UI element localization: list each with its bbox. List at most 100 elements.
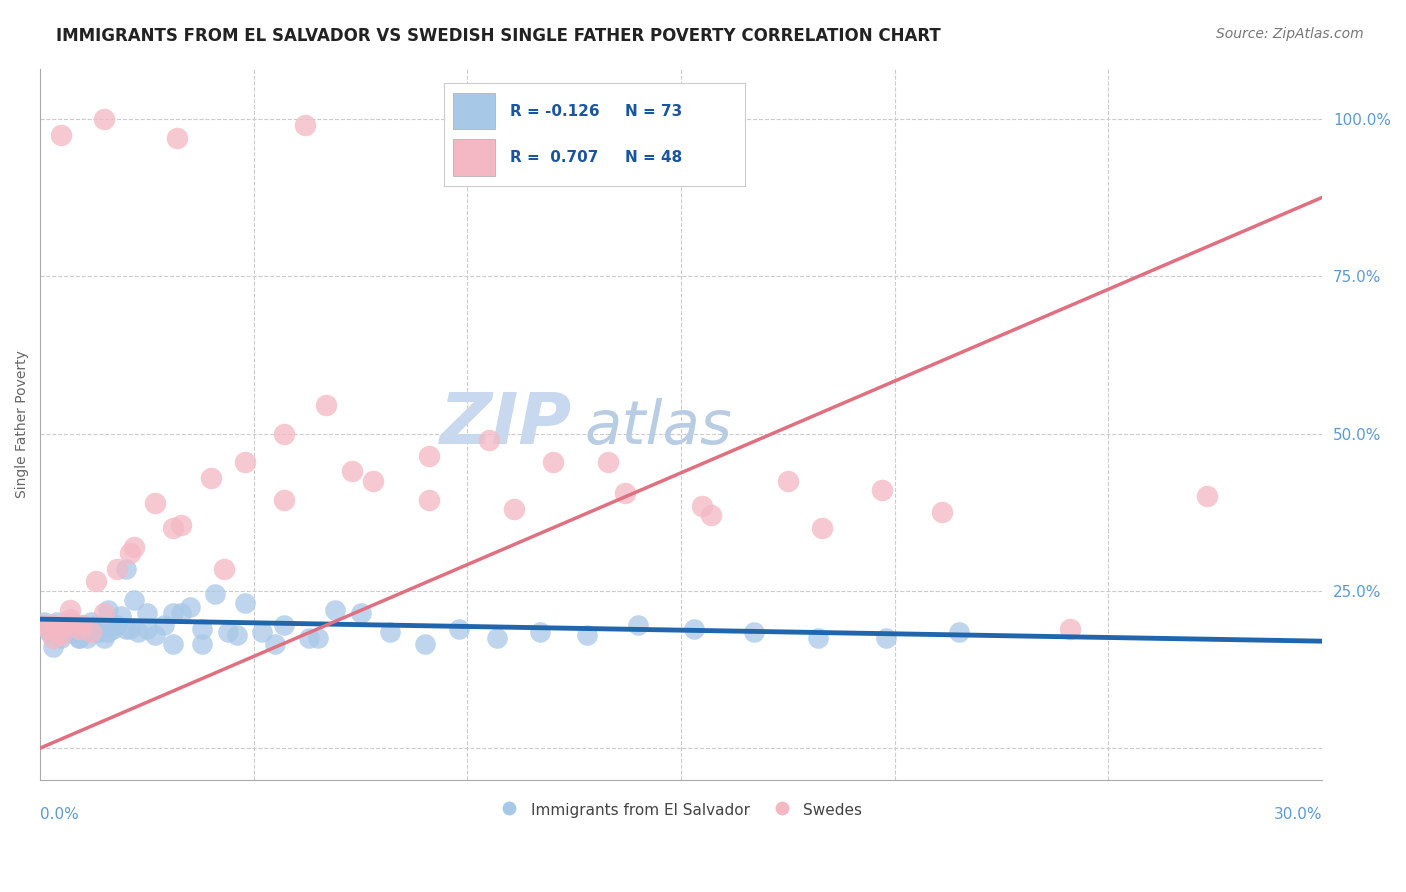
Point <box>34 618 56 632</box>
Point <box>447 622 470 636</box>
Point <box>127 624 149 639</box>
Point <box>76 631 98 645</box>
Point <box>122 593 145 607</box>
Point <box>273 426 295 441</box>
Point <box>153 618 176 632</box>
Point <box>46 624 69 639</box>
Point <box>72 624 94 639</box>
Point <box>503 502 526 516</box>
Text: atlas: atlas <box>585 398 733 457</box>
Point <box>51 628 73 642</box>
Point <box>122 540 145 554</box>
Point <box>80 615 103 630</box>
Point <box>46 624 69 639</box>
Point <box>217 624 239 639</box>
Point <box>93 606 115 620</box>
Point <box>264 637 287 651</box>
Point <box>870 483 893 497</box>
Point <box>89 624 111 639</box>
Y-axis label: Single Father Poverty: Single Father Poverty <box>15 351 30 498</box>
Point <box>1059 622 1081 636</box>
Point <box>114 622 136 636</box>
Point <box>166 130 188 145</box>
Point <box>204 587 226 601</box>
Point <box>51 128 73 142</box>
Point <box>80 624 103 639</box>
Point <box>59 612 82 626</box>
Point <box>42 622 65 636</box>
Point <box>97 624 120 639</box>
Point <box>191 622 214 636</box>
Point <box>145 628 167 642</box>
Point <box>101 622 124 636</box>
Point <box>170 517 193 532</box>
Point <box>76 624 98 639</box>
Point <box>298 631 321 645</box>
Point <box>225 628 247 642</box>
Point <box>51 631 73 645</box>
Point <box>413 637 436 651</box>
Point <box>380 624 402 639</box>
Point <box>598 455 620 469</box>
Point <box>118 622 141 636</box>
Point <box>84 624 107 639</box>
Point <box>59 624 82 639</box>
Point <box>51 622 73 636</box>
Point <box>627 618 650 632</box>
Point <box>875 631 897 645</box>
Point <box>363 474 385 488</box>
Point <box>520 118 543 132</box>
Point <box>42 640 65 655</box>
Point <box>200 470 222 484</box>
Point <box>418 449 440 463</box>
Point <box>807 631 830 645</box>
Point <box>478 433 501 447</box>
Point <box>233 455 256 469</box>
Point <box>55 618 77 632</box>
Point <box>776 474 799 488</box>
Point <box>541 455 564 469</box>
Point <box>340 464 363 478</box>
Point <box>273 618 295 632</box>
Point <box>948 624 970 639</box>
Point <box>742 624 765 639</box>
Text: 0.0%: 0.0% <box>41 806 79 822</box>
Point <box>294 118 316 132</box>
Point <box>252 624 274 639</box>
Point <box>46 615 69 630</box>
Point <box>135 606 157 620</box>
Point <box>1195 490 1218 504</box>
Point <box>63 618 86 632</box>
Point <box>307 631 329 645</box>
Point <box>93 112 115 126</box>
Point <box>84 574 107 589</box>
Point <box>59 622 82 636</box>
Point <box>529 624 551 639</box>
Point <box>118 546 141 560</box>
Point <box>67 631 90 645</box>
Text: ZIP: ZIP <box>440 390 572 458</box>
Point <box>105 618 128 632</box>
Point <box>38 622 60 636</box>
Point <box>59 603 82 617</box>
Text: 30.0%: 30.0% <box>1274 806 1322 822</box>
Point <box>700 508 723 523</box>
Point <box>38 624 60 639</box>
Point <box>191 637 214 651</box>
Point <box>135 622 157 636</box>
Point <box>179 599 201 614</box>
Point <box>349 606 371 620</box>
Point <box>72 618 94 632</box>
Point <box>162 637 184 651</box>
Point <box>84 618 107 632</box>
Point <box>931 505 953 519</box>
Point <box>93 631 115 645</box>
Point <box>59 615 82 630</box>
Point <box>55 624 77 639</box>
Point <box>692 499 714 513</box>
Text: Source: ZipAtlas.com: Source: ZipAtlas.com <box>1216 27 1364 41</box>
Point <box>170 606 193 620</box>
Point <box>110 609 132 624</box>
Point <box>34 615 56 630</box>
Point <box>42 618 65 632</box>
